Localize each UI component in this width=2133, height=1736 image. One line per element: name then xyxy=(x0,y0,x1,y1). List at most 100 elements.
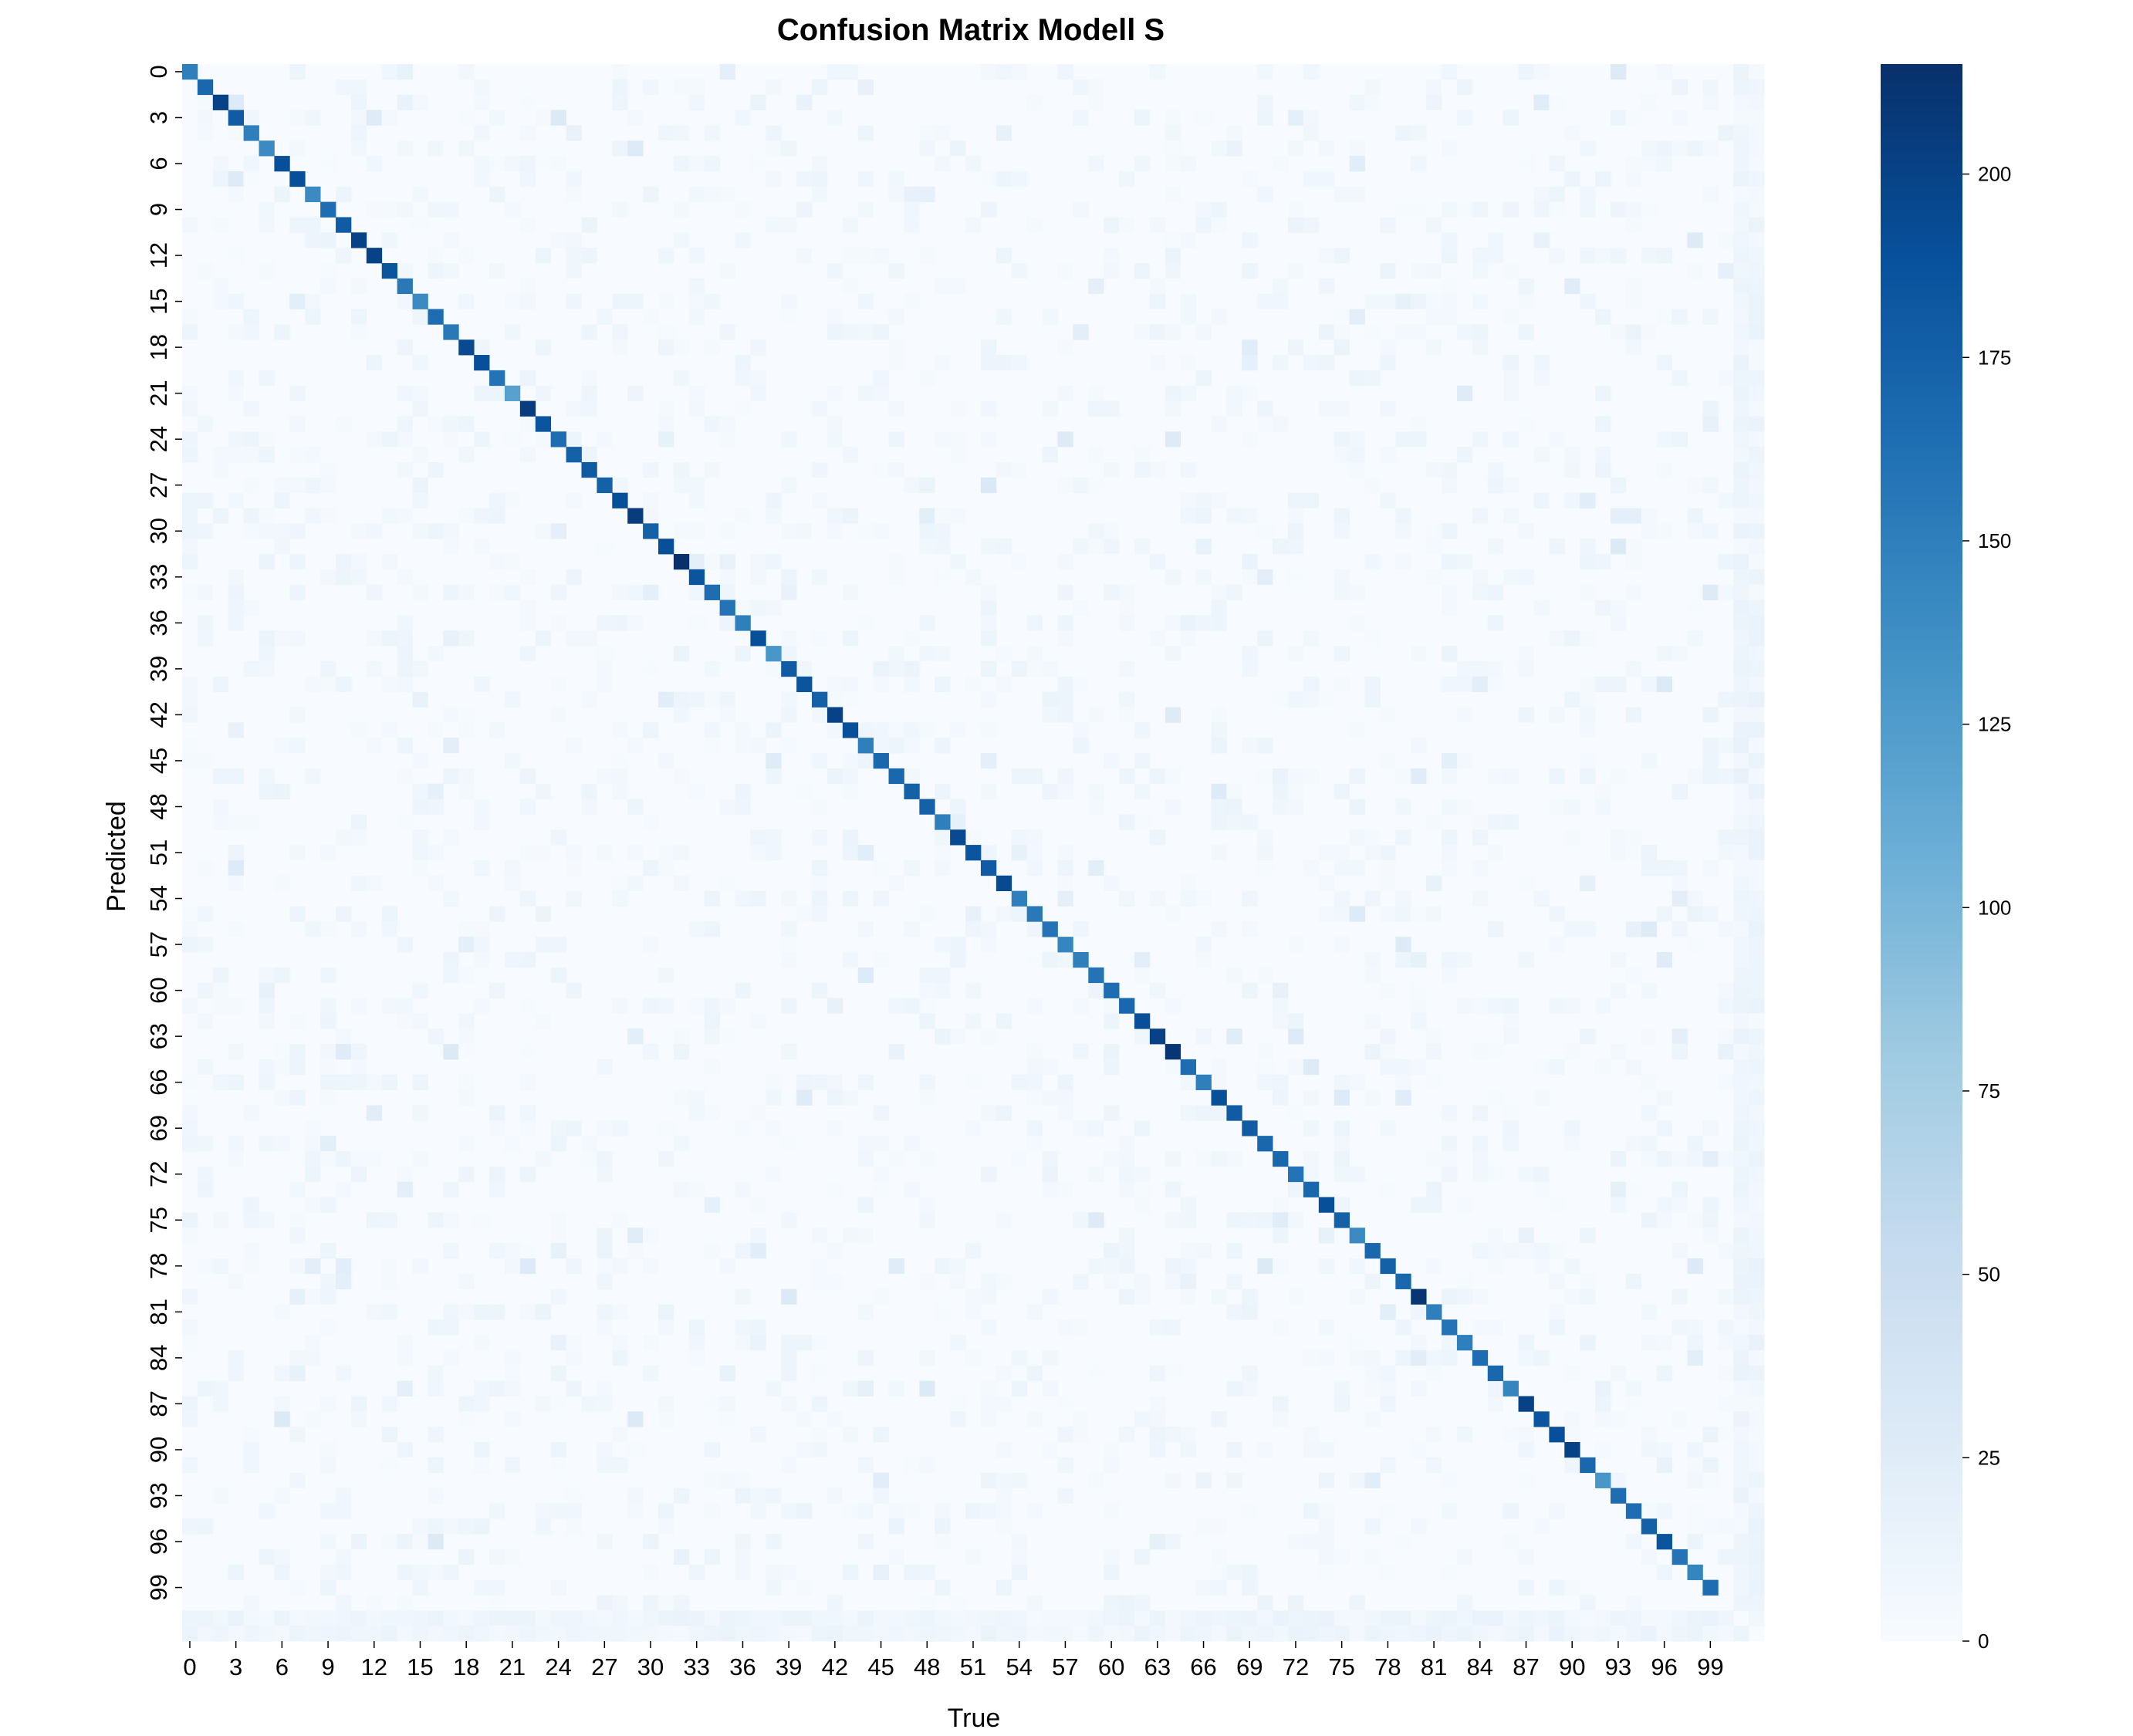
heatmap-cell xyxy=(350,1534,367,1550)
heatmap-cell xyxy=(643,1595,659,1611)
heatmap-cell xyxy=(1073,1273,1089,1289)
heatmap-cell xyxy=(1564,1044,1580,1060)
heatmap-cell xyxy=(1211,1626,1227,1642)
heatmap-diagonal-cell xyxy=(412,293,428,309)
heatmap-cell xyxy=(750,385,766,401)
heatmap-cell xyxy=(182,554,198,570)
heatmap-cell xyxy=(336,416,352,432)
heatmap-cell xyxy=(1749,1273,1765,1289)
heatmap-cell xyxy=(474,1626,490,1642)
heatmap-cell xyxy=(519,1120,536,1137)
heatmap-cell xyxy=(1641,1610,1658,1626)
y-tick-label: 72 xyxy=(145,1160,172,1187)
heatmap-cell xyxy=(965,569,982,586)
heatmap-cell xyxy=(1718,829,1734,846)
heatmap-cell xyxy=(1288,201,1304,218)
heatmap-cell xyxy=(873,676,889,693)
heatmap-cell xyxy=(1242,660,1258,677)
heatmap-cell xyxy=(1057,783,1073,799)
heatmap-cell xyxy=(1549,937,1565,953)
heatmap-cell xyxy=(1595,1610,1611,1626)
heatmap-cell xyxy=(719,569,735,586)
heatmap-cell xyxy=(826,523,843,539)
colorbar-tick-label: 175 xyxy=(1978,346,2011,369)
x-tick-label: 42 xyxy=(822,1653,848,1680)
heatmap-cell xyxy=(320,1150,336,1167)
heatmap-cell xyxy=(1533,447,1550,463)
heatmap-cell xyxy=(950,1335,966,1351)
heatmap-cell xyxy=(320,1610,336,1626)
heatmap-cell xyxy=(766,1564,782,1581)
heatmap-cell xyxy=(1610,248,1627,264)
heatmap-cell xyxy=(1733,1273,1749,1289)
heatmap-cell xyxy=(1533,355,1550,371)
heatmap-cell xyxy=(750,554,766,570)
heatmap-cell xyxy=(750,370,766,387)
heatmap-cell xyxy=(1088,447,1104,463)
heatmap-cell xyxy=(1518,569,1534,586)
heatmap-cell xyxy=(826,1488,843,1504)
heatmap-cell xyxy=(504,860,521,876)
heatmap-cell xyxy=(1472,1626,1489,1642)
heatmap-cell xyxy=(1733,921,1749,937)
heatmap-cell xyxy=(182,738,198,754)
heatmap-cell xyxy=(1349,156,1365,172)
heatmap-cell xyxy=(1672,1181,1688,1197)
heatmap-cell xyxy=(1518,1442,1534,1458)
heatmap-cell xyxy=(1733,799,1749,815)
heatmap-cell xyxy=(1426,79,1442,96)
heatmap-cell xyxy=(228,324,245,340)
heatmap-cell xyxy=(1165,1258,1181,1275)
heatmap-cell xyxy=(1625,339,1642,356)
heatmap-cell xyxy=(458,1411,475,1427)
heatmap-cell xyxy=(1149,554,1166,570)
heatmap-cell xyxy=(704,1396,720,1412)
heatmap-cell xyxy=(336,1626,352,1642)
heatmap-cell xyxy=(1334,1120,1350,1137)
heatmap-cell xyxy=(350,1166,367,1183)
heatmap-diagonal-cell xyxy=(1564,1442,1580,1458)
heatmap-cell xyxy=(474,125,490,141)
heatmap-cell xyxy=(1364,829,1381,846)
heatmap-cell xyxy=(1580,630,1596,647)
heatmap-cell xyxy=(904,186,920,202)
heatmap-cell xyxy=(535,1304,552,1320)
heatmap-cell xyxy=(1242,814,1258,830)
heatmap-cell xyxy=(1564,998,1580,1014)
heatmap-cell xyxy=(1442,1150,1458,1167)
heatmap-cell xyxy=(1165,140,1181,157)
heatmap-cell xyxy=(873,951,889,968)
y-tick-label: 45 xyxy=(145,748,172,774)
heatmap-cell xyxy=(1564,1427,1580,1443)
heatmap-cell xyxy=(458,1518,475,1535)
heatmap-cell xyxy=(1533,232,1550,248)
heatmap-cell xyxy=(735,599,751,616)
heatmap-cell xyxy=(443,431,459,448)
heatmap-diagonal-cell xyxy=(305,186,321,202)
heatmap-cell xyxy=(719,1626,735,1642)
heatmap-cell xyxy=(1733,569,1749,586)
heatmap-cell xyxy=(781,707,797,723)
heatmap-cell xyxy=(535,845,552,861)
heatmap-cell xyxy=(1165,1534,1181,1550)
heatmap-cell xyxy=(812,890,828,907)
heatmap-cell xyxy=(428,1319,444,1336)
heatmap-cell xyxy=(519,569,536,586)
heatmap-cell xyxy=(1503,1610,1519,1626)
heatmap-cell xyxy=(1318,400,1335,417)
heatmap-cell xyxy=(950,1028,966,1045)
heatmap-cell xyxy=(320,156,336,172)
heatmap-cell xyxy=(766,1089,782,1106)
heatmap-cell xyxy=(259,1074,275,1090)
heatmap-cell xyxy=(535,339,552,356)
heatmap-cell xyxy=(489,1595,505,1611)
heatmap-cell xyxy=(550,1212,566,1228)
heatmap-cell xyxy=(1549,94,1565,110)
heatmap-cell xyxy=(504,1243,521,1259)
heatmap-cell xyxy=(274,1610,290,1626)
heatmap-cell xyxy=(750,1503,766,1519)
colorbar-tick-label: 100 xyxy=(1978,896,2011,919)
heatmap-cell xyxy=(796,1579,813,1596)
heatmap-cell xyxy=(826,1181,843,1197)
heatmap-cell xyxy=(1380,753,1396,769)
